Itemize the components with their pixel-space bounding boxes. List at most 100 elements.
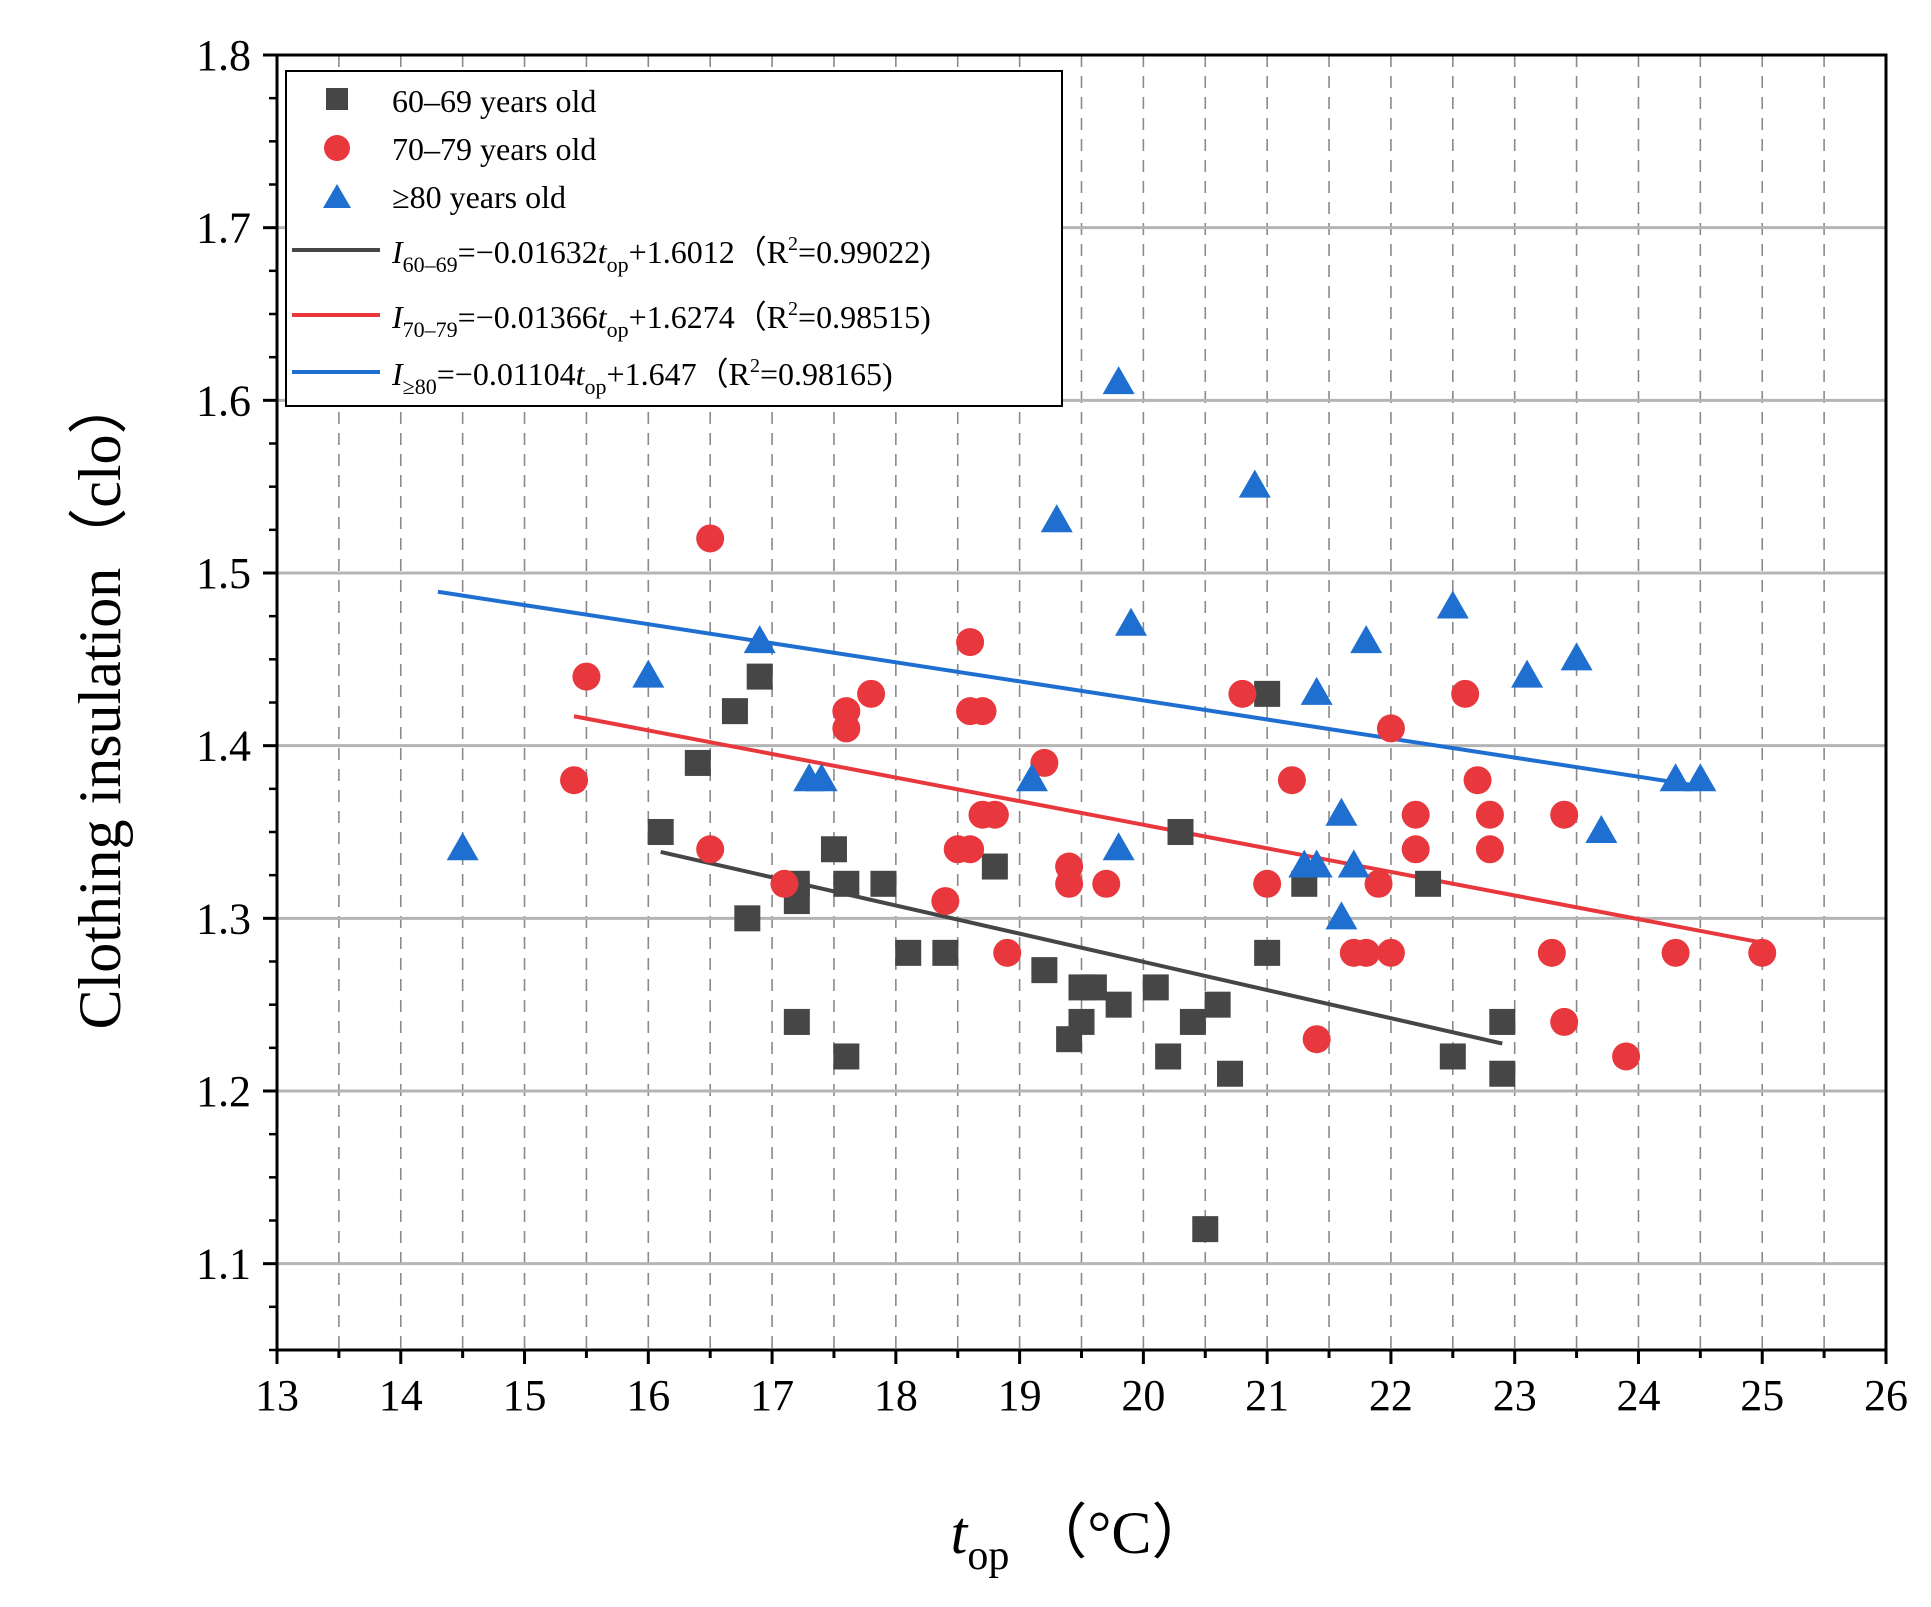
x-tick-label: 21 — [1245, 1371, 1289, 1420]
point-triangle — [1684, 763, 1717, 792]
point-circle — [1055, 869, 1084, 898]
point-circle — [956, 628, 985, 657]
x-axis-label: top （°C） — [951, 1500, 1212, 1579]
point-triangle — [1115, 607, 1148, 636]
x-tick-label: 14 — [379, 1371, 423, 1420]
point-circle — [1376, 714, 1405, 743]
point-triangle — [1238, 469, 1271, 498]
point-triangle — [1350, 625, 1383, 654]
point-circle — [1253, 869, 1282, 898]
point-circle — [1550, 800, 1579, 829]
point-circle — [1376, 938, 1405, 967]
point-circle — [696, 835, 725, 864]
legend-label-70-79: 70–79 years old — [392, 131, 596, 167]
point-square — [932, 939, 959, 966]
point-square — [1254, 680, 1281, 707]
point-circle — [1277, 766, 1306, 795]
fit-60-69-eq3: =0.99022) — [798, 234, 931, 270]
point-circle — [1475, 835, 1504, 864]
data-points — [446, 366, 1777, 1243]
x-axis-label-unit: （°C） — [1027, 1500, 1211, 1566]
x-tick-label: 13 — [255, 1371, 299, 1420]
point-triangle — [1325, 797, 1358, 826]
point-square — [746, 663, 773, 690]
axis-ticks — [263, 53, 1888, 1364]
fit-line — [437, 589, 1701, 789]
point-square — [1439, 1043, 1466, 1070]
point-square — [1068, 1008, 1095, 1035]
point-circle — [857, 679, 886, 708]
y-tick-label: 1.1 — [196, 1240, 251, 1289]
point-square — [833, 870, 860, 897]
point-triangle — [1102, 366, 1135, 395]
point-square — [1489, 1008, 1516, 1035]
fit-60-69-sup: 2 — [788, 233, 798, 255]
point-circle — [560, 766, 589, 795]
point-square — [647, 819, 674, 845]
legend-fit-label-80-plus: I≥80=−0.01104top+1.647（R2=0.98165) — [391, 355, 893, 399]
x-tick-label: 19 — [998, 1371, 1042, 1420]
point-square — [721, 698, 748, 725]
legend: 60–69 years old 70–79 years old ≥80 year… — [285, 70, 1063, 407]
fit-70-79-symbol: I — [391, 299, 404, 335]
point-triangle — [1337, 849, 1370, 878]
point-triangle — [1511, 659, 1544, 688]
point-triangle — [1585, 815, 1618, 843]
fit-60-69-tsub: op — [607, 252, 629, 277]
point-square — [1192, 1216, 1219, 1243]
point-circle — [1463, 766, 1492, 795]
x-tick-label: 25 — [1740, 1371, 1784, 1420]
point-triangle — [1325, 901, 1358, 930]
fit-80-plus-symbol: I — [391, 356, 404, 392]
point-circle — [1228, 679, 1257, 708]
point-square — [1217, 1060, 1244, 1087]
fit-60-69-eq2: +1.6012（R — [629, 234, 789, 270]
tick-labels: 13 14 15 16 17 18 19 20 21 22 23 24 25 261.11.21.31.4… — [196, 31, 1908, 1420]
point-triangle — [1102, 832, 1135, 861]
legend-label-60-69: 60–69 years old — [392, 83, 596, 119]
x-axis-label-main: t — [951, 1500, 969, 1566]
fit-80-plus-eq1: =−0.01104 — [437, 356, 576, 392]
fit-70-79-eq3: =0.98515) — [798, 299, 931, 335]
point-triangle — [1659, 763, 1692, 792]
fit-60-69-sub: 60–69 — [403, 252, 458, 277]
fit-70-79-sub: 70–79 — [403, 317, 458, 342]
point-triangle — [632, 659, 665, 688]
fit-60-69-symbol: I — [391, 234, 404, 270]
point-triangle — [805, 763, 838, 792]
point-square — [1031, 957, 1058, 984]
y-tick-label: 1.7 — [196, 204, 251, 253]
x-tick-label: 23 — [1493, 1371, 1537, 1420]
point-circle — [1401, 835, 1430, 864]
point-square — [981, 853, 1008, 880]
fit-60-69-eq1: =−0.01632 — [458, 234, 598, 270]
point-square — [684, 749, 711, 776]
point-square — [1080, 974, 1107, 1001]
y-tick-label: 1.3 — [196, 894, 251, 943]
point-circle — [968, 697, 997, 726]
point-circle — [832, 714, 861, 743]
fit-80-plus-sup: 2 — [750, 355, 760, 377]
y-tick-label: 1.8 — [196, 31, 251, 80]
point-square — [1105, 991, 1132, 1018]
point-square — [1489, 1060, 1516, 1087]
point-square — [734, 905, 761, 932]
point-circle — [1352, 938, 1381, 967]
point-triangle — [1300, 676, 1333, 705]
fit-80-plus-tsub: op — [585, 374, 607, 399]
x-tick-label: 18 — [874, 1371, 918, 1420]
x-tick-label: 24 — [1616, 1371, 1660, 1420]
x-axis-label-sub: op — [967, 1533, 1009, 1579]
point-circle — [1537, 938, 1566, 967]
point-circle — [572, 662, 601, 691]
fit-80-plus-eq2: +1.647（R — [607, 356, 751, 392]
x-tick-label: 20 — [1121, 1371, 1165, 1420]
legend-marker-80-plus — [323, 184, 351, 208]
point-square — [783, 1008, 810, 1035]
point-circle — [1092, 869, 1121, 898]
point-square — [833, 1043, 860, 1070]
point-triangle — [1436, 590, 1469, 619]
point-triangle — [1300, 849, 1333, 878]
legend-marker-60-69 — [326, 88, 348, 110]
